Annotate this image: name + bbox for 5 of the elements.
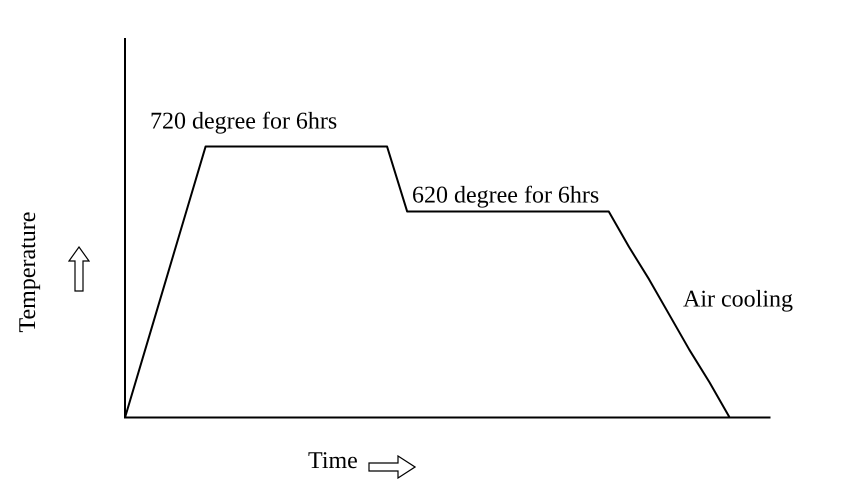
annotation: 620 degree for 6hrs [412, 182, 600, 208]
annotation: Air cooling [683, 286, 793, 312]
text: 720 degree for 6hrs [150, 108, 338, 134]
y-axis-title: Temperature [14, 210, 42, 334]
x-axis-title: Time [308, 448, 358, 475]
